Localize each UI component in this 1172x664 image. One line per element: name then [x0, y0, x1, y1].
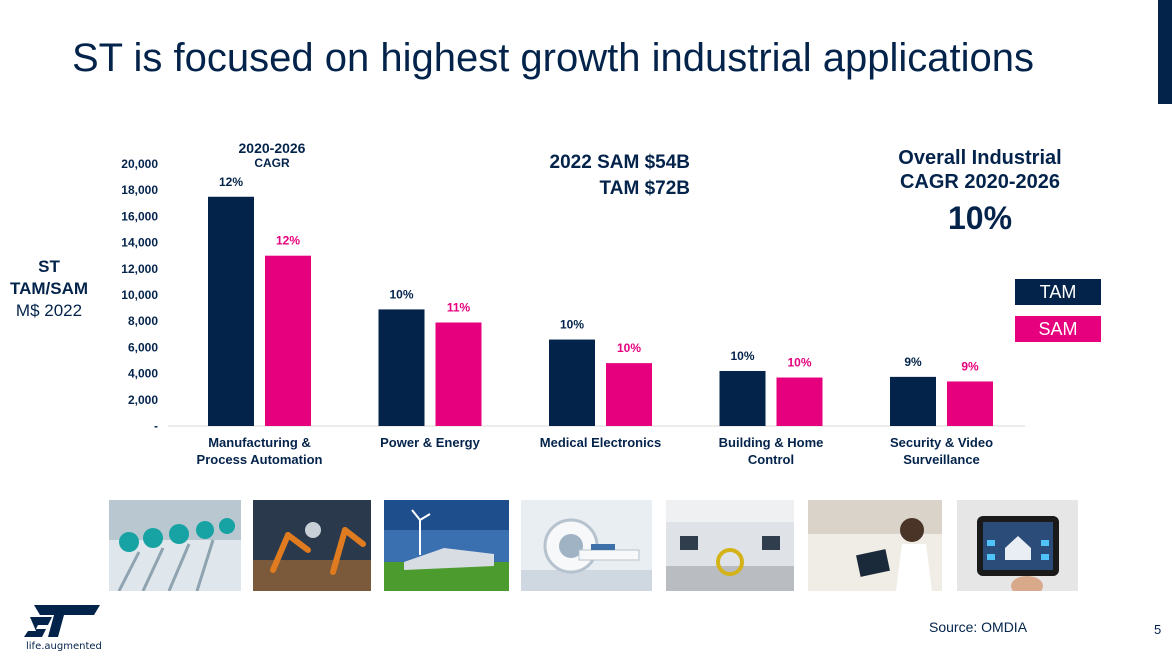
bar-tam	[890, 376, 936, 426]
overall-cagr-title-line2: CAGR 2020-2026	[899, 171, 1061, 193]
bar-sam	[265, 255, 311, 426]
bar-data-label: 12%	[219, 175, 243, 189]
y-axis-label: ST TAM/SAM M$ 2022	[0, 256, 98, 322]
st-logo: life.augmented	[24, 603, 104, 653]
x-tick-label: Building & Home	[719, 435, 824, 450]
bar-sam	[606, 363, 652, 426]
bar-data-label: 9%	[961, 359, 979, 373]
x-tick-label: Control	[748, 452, 794, 467]
overall-cagr-value: 10%	[947, 200, 1013, 236]
legend-tam: TAM	[1015, 279, 1101, 305]
overall-cagr: Overall Industrial CAGR 2020-2026 10%	[870, 146, 1090, 242]
x-tick-label: Medical Electronics	[540, 435, 661, 450]
y-tick-label: 14,000	[121, 236, 158, 250]
bar-chart: - 2,000 4,000 6,000 8,000 10,000 12,000 14,000 1…	[121, 157, 1025, 467]
y-tick-label: 6,000	[128, 340, 158, 354]
cagr-header-label: CAGR	[254, 156, 290, 170]
photo-robot-arms-icon	[253, 500, 371, 591]
y-axis-label-line2: TAM/SAM	[9, 279, 89, 298]
bar-data-label: 9%	[904, 355, 922, 369]
y-axis-label-line1: ST	[38, 257, 60, 276]
y-tick-label: 20,000	[121, 157, 158, 171]
tam-total: TAM $72B	[599, 178, 690, 199]
x-tick-label: Manufacturing &	[208, 435, 311, 450]
bar-data-label: 10%	[787, 356, 811, 370]
sam-tam-summary: 2022 SAM $54B TAM $72B	[480, 150, 690, 202]
sam-total: 2022 SAM $54B	[549, 152, 690, 173]
x-tick-label: Process Automation	[197, 452, 323, 467]
bar-data-label: 10%	[730, 349, 754, 363]
bar-sam	[776, 377, 823, 426]
photo-home-control-panel-icon	[957, 500, 1078, 591]
logo-tagline: life.augmented	[26, 641, 102, 652]
photo-wind-solar-icon	[384, 500, 509, 591]
bar-sam	[435, 322, 482, 426]
y-tick-label: 12,000	[121, 262, 158, 276]
bar-tam	[208, 196, 254, 426]
bar-data-label: 12%	[276, 234, 300, 248]
bar-tam	[378, 309, 425, 426]
cagr-header-years: 2020-2026	[238, 140, 306, 156]
y-tick-label: 18,000	[121, 183, 158, 197]
bar-tam	[549, 339, 595, 426]
x-tick-label: Security & Video	[890, 435, 993, 450]
cagr-header: 2020-2026 CAGR	[222, 140, 322, 170]
legend-sam: SAM	[1015, 316, 1101, 342]
bar-tam	[719, 370, 766, 426]
bar-sam	[947, 381, 993, 426]
title-accent-bar	[1158, 0, 1172, 104]
overall-cagr-title-line1: Overall Industrial	[898, 147, 1062, 169]
st-logo-icon	[24, 605, 100, 637]
bar-data-label: 10%	[560, 318, 584, 332]
x-tick-label: Power & Energy	[380, 435, 480, 450]
y-tick-label: 16,000	[121, 209, 158, 223]
bar-data-label: 11%	[447, 301, 471, 315]
y-tick-label: 2,000	[128, 393, 158, 407]
photo-mri-scanner-icon	[521, 500, 652, 591]
y-tick-label: 8,000	[128, 314, 158, 328]
photo-manufacturing-pumps-icon	[109, 500, 241, 591]
y-axis-label-line3: M$ 2022	[15, 301, 83, 320]
page-title: ST is focused on highest growth industri…	[72, 36, 1035, 80]
photo-building-interior-icon	[666, 500, 794, 591]
y-tick-label: 4,000	[128, 367, 158, 381]
source-note: Source: OMDIA	[929, 619, 1028, 635]
y-tick-label: -	[154, 419, 158, 433]
bar-data-label: 10%	[617, 341, 641, 355]
y-tick-label: 10,000	[121, 288, 158, 302]
photo-smart-home-tablet-icon	[808, 500, 942, 591]
bar-data-label: 10%	[389, 287, 413, 301]
page-number: 5	[1154, 622, 1162, 637]
x-tick-label: Surveillance	[903, 452, 980, 467]
